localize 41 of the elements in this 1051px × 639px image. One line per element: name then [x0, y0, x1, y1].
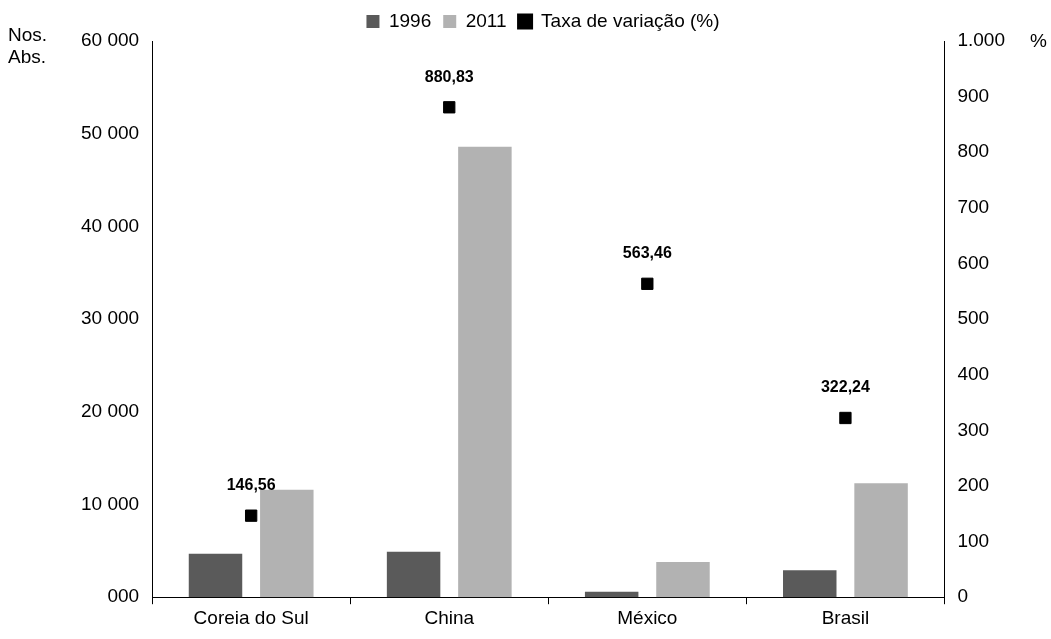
data-label: 322,24 [820, 378, 870, 396]
point [245, 509, 258, 522]
legend-label: 2011 [465, 9, 507, 31]
data-label: 146,56 [226, 476, 276, 494]
bar [783, 570, 837, 598]
bar [188, 553, 243, 598]
y2-tick-label: 100 [957, 529, 990, 551]
bar [656, 561, 710, 598]
y2-tick-label: 800 [957, 140, 990, 162]
y-tick-label: 40 000 [80, 214, 140, 236]
point [839, 411, 852, 425]
data-label: 563,46 [622, 244, 672, 262]
y2-tick-label: 200 [957, 474, 990, 496]
y-tick-label: 50 000 [80, 121, 140, 143]
point [443, 101, 456, 114]
y2-tick-label: 600 [957, 251, 990, 273]
y2-tick-label: 500 [957, 307, 990, 329]
x-tick-label: Brasil [821, 606, 870, 628]
legend-label: Taxa de variação (%) [541, 9, 720, 31]
legend-label: 1996 [388, 9, 432, 31]
y2-axis-title: % [1030, 30, 1047, 52]
y-tick-label: 60 000 [80, 29, 140, 51]
y-tick-label: 000 [107, 585, 140, 607]
x-tick-label: México [617, 606, 678, 628]
y2-tick-label: 300 [957, 418, 990, 440]
y-tick-label: 30 000 [80, 307, 140, 329]
bar [458, 146, 512, 598]
data-label: 880,83 [424, 67, 474, 85]
y-axis-title: Nos. Abs. [8, 24, 49, 68]
y2-tick-label: 900 [957, 84, 990, 106]
x-tick-label: China [424, 606, 475, 628]
y-tick-label: 20 000 [80, 400, 140, 422]
y2-tick-label: 1.000 [957, 29, 1005, 51]
bar [854, 483, 908, 598]
point [641, 277, 654, 290]
x-tick-label: Coreia do Sul [193, 606, 309, 628]
y2-tick-label: 0 [957, 585, 969, 607]
y2-tick-label: 700 [957, 196, 990, 218]
bar [386, 551, 441, 598]
y-tick-label: 10 000 [80, 492, 140, 514]
y2-tick-label: 400 [957, 362, 990, 384]
